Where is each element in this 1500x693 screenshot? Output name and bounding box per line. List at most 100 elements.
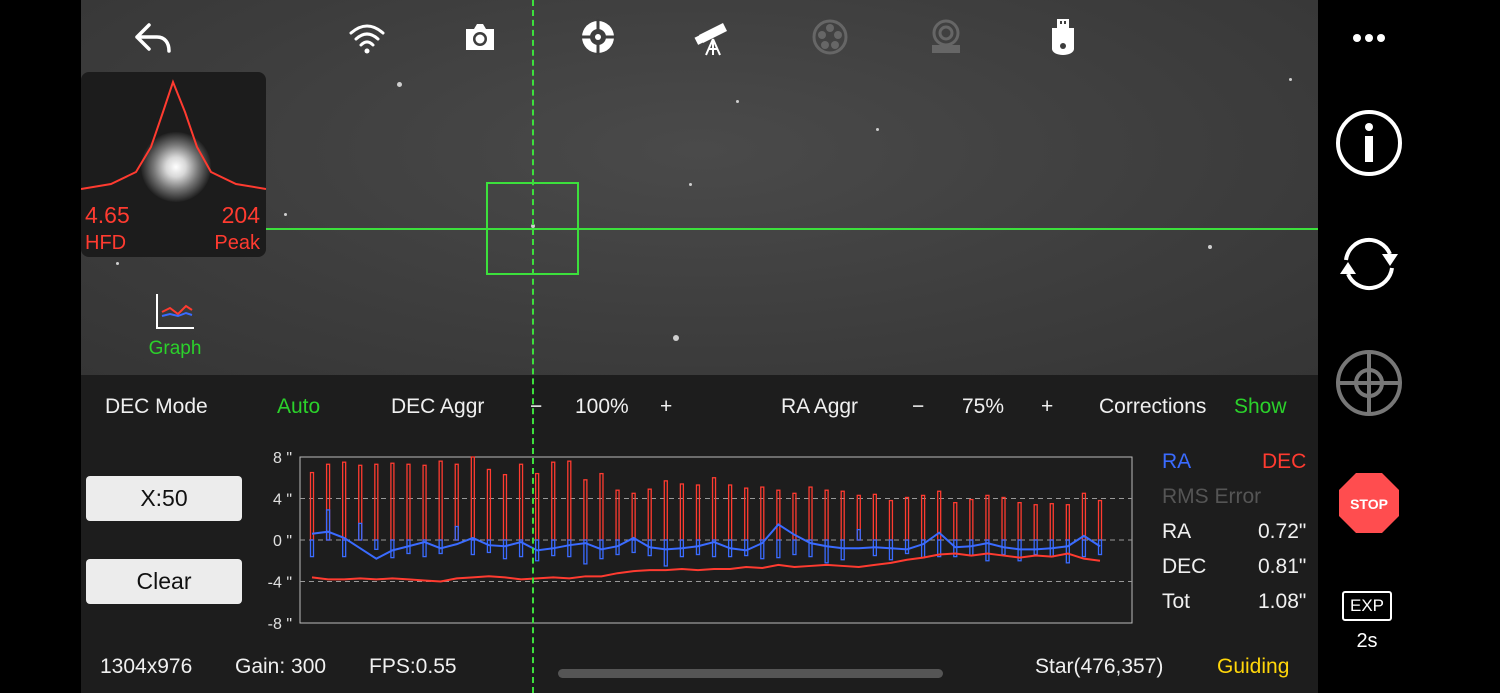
ra-aggr-plus-button[interactable]: +: [1041, 395, 1054, 418]
dec-correction-bar: [551, 461, 556, 541]
y-tick-label: 0 ": [273, 533, 292, 550]
home-indicator[interactable]: [558, 669, 943, 678]
dec-correction-bar: [969, 498, 974, 541]
dec-series-line: [311, 552, 1101, 583]
stop-icon[interactable]: STOP: [1334, 468, 1404, 538]
graph-icon: [156, 294, 194, 329]
dec-correction-bar: [374, 463, 379, 541]
wifi-icon[interactable]: [344, 14, 390, 60]
more-icon[interactable]: [1334, 10, 1404, 65]
refresh-icon[interactable]: [1334, 228, 1404, 298]
exposure-label[interactable]: EXP: [1342, 591, 1392, 621]
graph-button[interactable]: Graph: [140, 290, 210, 365]
rms-ra-label: RA: [1162, 520, 1192, 543]
ra-correction-bar: [309, 539, 315, 558]
peak-label: Peak: [214, 232, 260, 254]
star-profile-curve: [81, 79, 266, 190]
ra-correction-bar: [583, 539, 588, 565]
stop-icon-lettering: STOP: [1350, 496, 1388, 512]
guide-star-box[interactable]: [486, 182, 579, 275]
dec-correction-bar: [872, 493, 878, 541]
dec-correction-bar: [727, 484, 733, 541]
dec-correction-bar: [1017, 502, 1022, 541]
ra-correction-bar: [760, 539, 765, 560]
dec-correction-bar: [1049, 503, 1054, 541]
dec-correction-bar: [309, 471, 315, 541]
dec-correction-bar: [1001, 496, 1006, 541]
dec-correction-bar: [679, 483, 685, 541]
star: [1289, 78, 1292, 81]
crosshair-icon[interactable]: [1334, 348, 1404, 418]
ra-correction-bar: [904, 539, 910, 555]
ra-correction-bar: [454, 525, 459, 541]
dec-mode-label: DEC Mode: [105, 395, 208, 418]
dec-correction-bar: [920, 494, 926, 541]
star-profile-panel: 4.65 HFD 204 Peak: [81, 72, 266, 257]
ra-correction-bar: [808, 539, 813, 558]
dec-aggr-plus-button[interactable]: +: [660, 395, 673, 418]
ra-correction-bar: [631, 539, 636, 554]
dec-mode-value[interactable]: Auto: [277, 395, 321, 418]
ra-correction-bar: [744, 539, 749, 557]
back-icon[interactable]: [130, 14, 176, 60]
corrections-toggle[interactable]: Show: [1234, 395, 1287, 418]
dec-correction-bar: [406, 463, 411, 541]
clear-button[interactable]: Clear: [86, 559, 242, 604]
star: [876, 128, 879, 131]
hfd-label: HFD: [85, 232, 127, 254]
resolution-text: 1304x976: [100, 655, 193, 678]
exposure-value: 2s: [1356, 630, 1378, 652]
ra-correction-bar: [390, 539, 395, 559]
right-sidebar: [1318, 0, 1500, 693]
usb-device-icon[interactable]: [1040, 14, 1086, 60]
dec-correction-bar: [1081, 492, 1087, 541]
dec-correction-bar: [583, 479, 588, 541]
dec-correction-bar: [518, 463, 524, 541]
guide-target-icon[interactable]: [575, 14, 621, 60]
telescope-icon[interactable]: [690, 14, 736, 60]
ra-correction-bar: [888, 539, 894, 561]
ra-correction-bar: [776, 539, 781, 559]
dec-correction-bar: [663, 480, 668, 541]
dec-correction-bar: [1033, 504, 1038, 541]
dec-correction-bar: [390, 462, 395, 541]
star: [397, 82, 402, 87]
dec-correction-bar: [615, 489, 620, 541]
ra-correction-bar: [985, 539, 990, 562]
info-icon[interactable]: [1334, 108, 1404, 178]
ra-correction-bar: [1081, 539, 1087, 558]
dec-correction-bar: [502, 473, 508, 541]
dec-correction-bar: [647, 488, 652, 541]
star-field-image[interactable]: [81, 0, 1318, 375]
star-position-text: Star(476,357): [1035, 655, 1164, 678]
ra-correction-bar: [856, 528, 861, 541]
x-scale-button[interactable]: X:50: [86, 476, 242, 521]
rms-tot-value: 1.08": [1258, 590, 1307, 613]
focuser-icon[interactable]: [923, 14, 969, 60]
dec-correction-bar: [422, 464, 427, 541]
ra-correction-bar: [711, 539, 717, 558]
ra-aggr-minus-button[interactable]: −: [912, 395, 925, 418]
dec-correction-bar: [1065, 504, 1070, 541]
dec-correction-bar: [599, 472, 604, 541]
ra-correction-bar: [792, 539, 797, 556]
ra-correction-bar: [1097, 539, 1103, 556]
peak-value: 204: [221, 202, 260, 228]
dec-correction-bar: [438, 460, 443, 541]
guiding-graph[interactable]: 8 " 4 " 0 " -4 " -8 ": [250, 440, 1150, 640]
y-tick-label: 8 ": [273, 450, 292, 467]
ra-correction-bar: [358, 522, 363, 541]
legend-dec: DEC: [1262, 450, 1307, 473]
filter-wheel-icon[interactable]: [807, 14, 853, 60]
ra-aggr-label: RA Aggr: [781, 395, 859, 418]
camera-icon[interactable]: [457, 14, 503, 60]
ra-correction-bar: [1065, 539, 1070, 564]
star: [284, 213, 287, 216]
dec-correction-bar: [342, 461, 347, 541]
crosshair-horizontal: [266, 228, 1318, 230]
crosshair-vertical: [532, 0, 534, 693]
star: [1208, 245, 1212, 249]
star: [736, 100, 739, 103]
star: [116, 262, 119, 265]
fps-text: FPS:0.55: [369, 655, 457, 678]
